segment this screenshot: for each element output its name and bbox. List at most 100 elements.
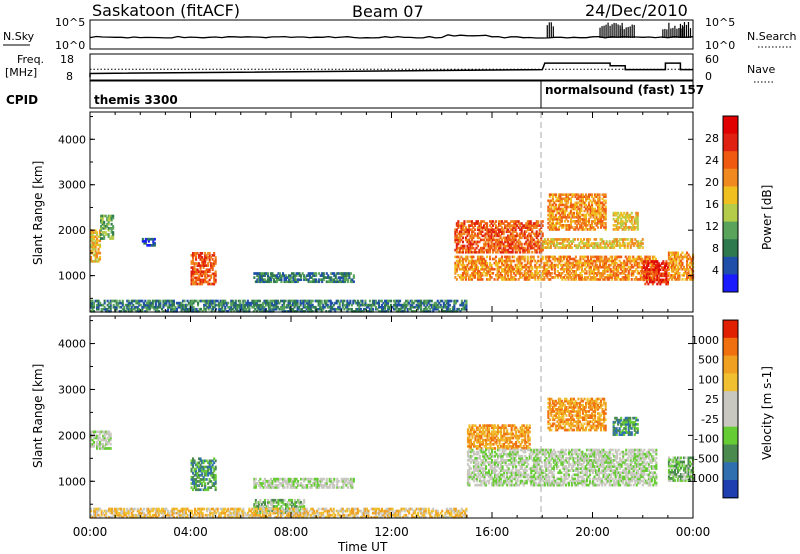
data-cell xyxy=(469,246,472,250)
data-cell xyxy=(481,238,484,242)
data-cell xyxy=(382,307,385,311)
data-cell xyxy=(565,203,568,207)
data-cell xyxy=(606,257,609,261)
data-cell xyxy=(599,259,602,263)
data-cell xyxy=(490,220,493,223)
data-cell xyxy=(108,301,111,305)
data-cell xyxy=(598,213,601,217)
data-cell xyxy=(99,245,102,249)
data-cell xyxy=(673,263,677,267)
data-cell xyxy=(575,246,578,249)
data-cell xyxy=(169,307,173,311)
data-cell xyxy=(99,243,102,247)
data-cell xyxy=(107,220,110,224)
data-cell xyxy=(213,478,216,481)
data-cell xyxy=(534,250,537,254)
data-cell xyxy=(190,272,193,276)
data-cell xyxy=(569,226,573,229)
data-cell xyxy=(317,301,320,305)
data-cell xyxy=(567,265,570,269)
data-cell xyxy=(458,261,461,265)
data-cell xyxy=(528,250,531,254)
data-cell xyxy=(508,265,511,269)
data-cell xyxy=(213,272,216,276)
data-cell xyxy=(218,307,221,311)
data-cell xyxy=(476,270,480,273)
data-cell xyxy=(102,436,105,440)
freq-tick-high: 18 xyxy=(60,53,74,66)
data-cell xyxy=(201,465,204,469)
data-cell xyxy=(645,262,648,265)
data-cell xyxy=(599,246,602,249)
data-cell xyxy=(423,310,426,313)
data-cell xyxy=(273,301,277,305)
data-cell xyxy=(208,480,211,483)
data-cell xyxy=(473,270,477,273)
data-cell xyxy=(490,238,493,242)
data-cell xyxy=(466,244,469,248)
data-cell xyxy=(585,213,588,217)
data-cell xyxy=(551,197,554,201)
data-cell xyxy=(169,299,173,303)
data-cell xyxy=(648,272,651,276)
data-cell xyxy=(417,303,420,307)
data-cell xyxy=(96,253,99,257)
data-cell xyxy=(588,201,591,205)
data-cell xyxy=(544,257,547,261)
data-cell xyxy=(568,274,572,277)
data-cell xyxy=(277,498,280,502)
data-cell xyxy=(141,305,144,309)
data-cell xyxy=(667,251,671,255)
data-cell xyxy=(496,276,499,279)
data-cell xyxy=(195,486,198,489)
data-cell xyxy=(277,477,280,481)
data-cell xyxy=(266,503,270,506)
data-cell xyxy=(535,232,538,236)
data-cell xyxy=(295,301,298,305)
data-cell xyxy=(598,217,601,221)
data-cell xyxy=(103,235,106,238)
data-cell xyxy=(269,482,273,485)
data-cell xyxy=(457,224,460,227)
data-cell xyxy=(96,233,99,237)
data-cell xyxy=(586,238,589,241)
data-cell xyxy=(447,310,450,313)
data-cell xyxy=(592,246,595,249)
data-cell xyxy=(645,270,648,274)
data-cell xyxy=(665,278,668,282)
data-cell xyxy=(510,240,513,244)
data-cell xyxy=(543,276,546,279)
data-cell xyxy=(107,218,110,222)
data-cell xyxy=(669,261,672,265)
data-cell xyxy=(513,222,516,225)
y-tick-label: 1000 xyxy=(58,270,86,283)
data-cell xyxy=(96,442,99,446)
data-cell xyxy=(662,274,665,278)
data-cell xyxy=(605,276,608,279)
data-cell xyxy=(593,272,596,275)
data-cell xyxy=(269,272,273,275)
data-cell xyxy=(342,272,345,275)
data-cell xyxy=(541,224,544,227)
data-cell xyxy=(178,301,182,305)
data-cell xyxy=(651,280,654,284)
data-cell xyxy=(532,274,535,277)
data-cell xyxy=(623,265,626,269)
data-cell xyxy=(192,274,195,278)
data-cell xyxy=(586,242,589,245)
data-cell xyxy=(495,261,498,265)
data-cell xyxy=(519,259,522,263)
data-cell xyxy=(654,270,657,274)
data-cell xyxy=(508,259,511,263)
data-cell xyxy=(681,267,684,271)
data-cell xyxy=(132,307,135,311)
data-cell xyxy=(90,432,93,436)
data-cell xyxy=(650,270,653,273)
data-cell xyxy=(580,203,583,207)
data-cell xyxy=(571,274,575,277)
data-cell xyxy=(526,261,529,265)
data-cell xyxy=(313,477,316,481)
data-cell xyxy=(328,276,331,279)
data-cell xyxy=(195,280,198,284)
data-cell xyxy=(548,217,551,221)
